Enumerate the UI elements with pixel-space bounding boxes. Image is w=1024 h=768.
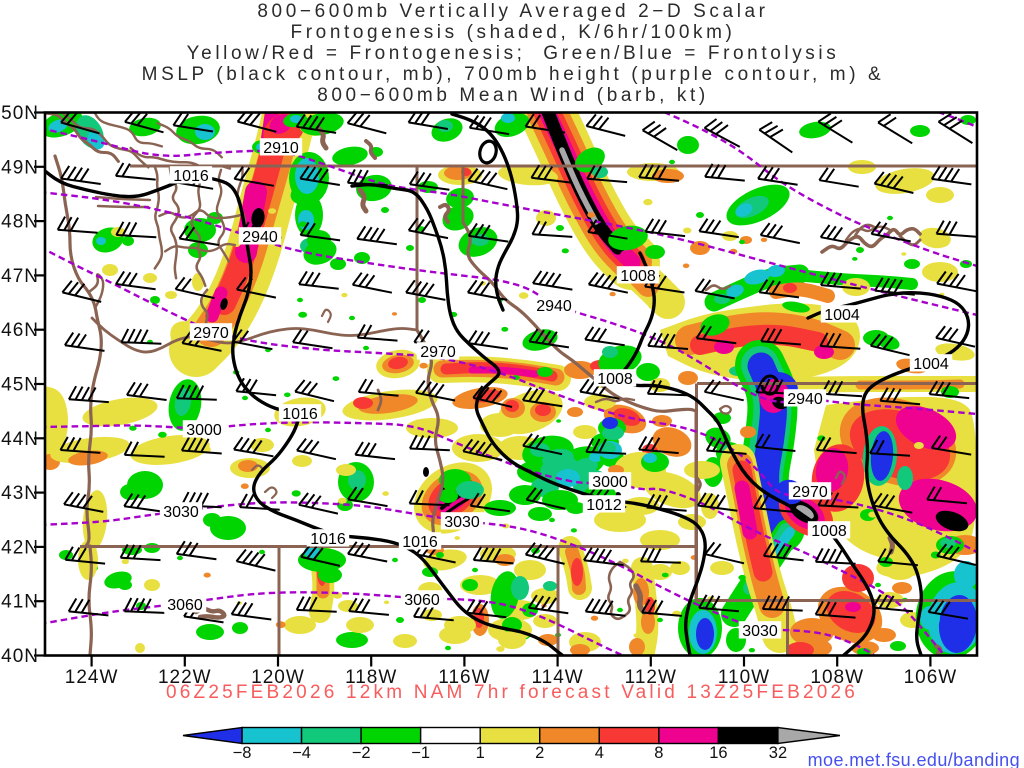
svg-text:2970: 2970 [792,484,828,501]
svg-text:2940: 2940 [242,229,278,246]
svg-text:3060: 3060 [404,592,440,609]
svg-text:1: 1 [476,744,485,762]
svg-text:MSLP (black contour, mb), 700m: MSLP (black contour, mb), 700mb height (… [142,64,885,85]
svg-text:800−600mb Mean Wind (barb, kt): 800−600mb Mean Wind (barb, kt) [317,85,709,106]
svg-text:moe.met.fsu.edu/banding: moe.met.fsu.edu/banding [808,750,1020,768]
svg-text:42N: 42N [1,537,39,558]
svg-text:3030: 3030 [444,514,480,531]
svg-text:50N: 50N [1,103,39,124]
svg-text:2: 2 [535,744,544,762]
svg-text:48N: 48N [1,212,39,233]
svg-text:118W: 118W [345,667,397,688]
svg-text:3030: 3030 [163,504,199,521]
svg-text:124W: 124W [65,667,119,688]
svg-text:44N: 44N [1,429,39,450]
svg-text:106W: 106W [904,667,958,688]
svg-text:800−600mb Vertically Averaged: 800−600mb Vertically Averaged 2−D Scalar [257,1,768,22]
svg-text:32: 32 [769,744,787,762]
svg-text:110W: 110W [718,667,770,688]
svg-text:−1: −1 [411,744,430,762]
svg-text:49N: 49N [1,157,39,178]
svg-text:2940: 2940 [536,298,572,315]
svg-text:1016: 1016 [173,168,209,185]
svg-text:1012: 1012 [586,497,622,514]
svg-text:45N: 45N [1,375,39,396]
svg-text:−4: −4 [292,744,311,762]
svg-text:2910: 2910 [263,140,299,157]
svg-text:122W: 122W [158,667,212,688]
svg-text:3000: 3000 [186,422,222,439]
svg-text:114W: 114W [531,667,583,688]
svg-text:1008: 1008 [597,371,633,388]
svg-text:Frontogenesis (shaded, K/6hr/1: Frontogenesis (shaded, K/6hr/100km) [291,22,736,43]
svg-text:41N: 41N [1,592,39,613]
svg-text:1016: 1016 [402,534,438,551]
svg-text:40N: 40N [1,646,39,667]
svg-text:46N: 46N [1,320,39,341]
svg-text:−2: −2 [352,744,371,762]
svg-text:112W: 112W [625,667,677,688]
svg-text:1016: 1016 [282,406,318,423]
svg-text:1008: 1008 [811,523,847,540]
svg-text:2970: 2970 [193,325,229,342]
svg-text:1004: 1004 [824,307,860,324]
svg-text:2940: 2940 [787,391,823,408]
svg-text:47N: 47N [1,266,39,287]
svg-text:1016: 1016 [310,531,346,548]
svg-text:43N: 43N [1,483,39,504]
svg-text:108W: 108W [810,667,864,688]
svg-text:8: 8 [654,744,663,762]
svg-text:06Z25FEB2026 12km NAM 7hr fore: 06Z25FEB2026 12km NAM 7hr forecast Valid… [166,682,858,703]
svg-text:16: 16 [709,744,727,762]
svg-text:Yellow/Red = Frontogenesis; G: Yellow/Red = Frontogenesis; Green/Blue =… [187,43,840,64]
svg-text:120W: 120W [251,667,305,688]
svg-text:3060: 3060 [167,597,203,614]
svg-text:116W: 116W [438,667,490,688]
svg-text:3030: 3030 [742,623,778,640]
svg-text:−8: −8 [233,744,252,762]
svg-text:3000: 3000 [592,474,628,491]
svg-text:2970: 2970 [420,344,456,361]
svg-text:4: 4 [595,744,604,762]
svg-text:1004: 1004 [913,356,949,373]
svg-text:1008: 1008 [620,268,656,285]
